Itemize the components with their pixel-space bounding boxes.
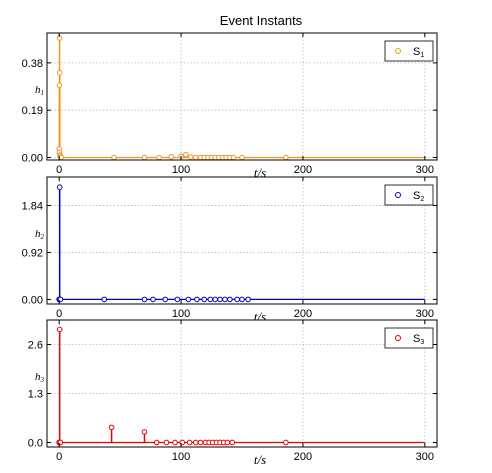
y-tick-label: 0.92	[22, 247, 43, 259]
data-point	[141, 154, 148, 161]
x-tick-label: 300	[416, 308, 434, 320]
y-axis-label: h3	[35, 371, 45, 384]
data-point	[207, 296, 214, 303]
data-point	[188, 154, 194, 160]
x-tick-label: 200	[294, 308, 312, 320]
legend: S1	[384, 40, 434, 62]
panel-1: 0 100 200 300 0.00 0.19 0.38 t/s h1 S1	[22, 32, 438, 180]
data-point	[229, 439, 236, 446]
plot-frame	[46, 176, 438, 305]
legend-marker	[395, 335, 401, 341]
legend-label: S2	[413, 190, 424, 203]
panel-3: 0 100 200 300 0.0 1.3 2.6 t/s h3 S3	[28, 319, 438, 467]
data-point	[224, 439, 231, 446]
x-axis-label: t/s	[254, 452, 266, 467]
x-tick-label: 100	[172, 164, 190, 176]
plot-area	[47, 177, 437, 304]
data-point	[111, 154, 117, 161]
data-point	[192, 439, 199, 446]
data-point	[172, 439, 178, 446]
x-tick-label: 0	[56, 164, 62, 176]
y-tick-label: 0.00	[22, 153, 43, 165]
data-point	[239, 154, 245, 161]
data-point	[227, 296, 233, 303]
legend-box	[384, 184, 434, 206]
data-point	[185, 296, 192, 303]
data-point	[141, 296, 148, 303]
legend-box	[384, 327, 434, 349]
x-tick-label: 100	[172, 451, 190, 463]
data-point	[217, 296, 223, 303]
x-tick-label: 300	[416, 164, 434, 176]
data-point	[150, 296, 156, 303]
data-point	[56, 184, 63, 191]
legend-marker	[395, 192, 401, 198]
legend: S3	[384, 327, 434, 349]
data-point	[245, 296, 251, 303]
data-point	[197, 439, 204, 446]
x-tick-label: 200	[294, 164, 312, 176]
data-point	[212, 296, 218, 303]
figure-title: Event Instants	[220, 13, 303, 28]
data-point	[153, 439, 160, 446]
data-point	[283, 154, 289, 161]
data-point	[168, 153, 175, 160]
x-tick-label: 200	[294, 451, 312, 463]
data-point	[192, 154, 199, 161]
plot-frame	[46, 32, 438, 161]
data-point	[183, 151, 189, 158]
legend-box	[384, 40, 434, 62]
data-point	[186, 439, 193, 446]
data-point	[194, 296, 200, 303]
data-point	[201, 296, 208, 303]
legend-label: S3	[413, 333, 424, 346]
data-point	[163, 439, 170, 446]
data-point	[162, 296, 169, 303]
data-point	[230, 154, 237, 161]
data-point	[174, 296, 181, 303]
y-tick-label: 1.84	[22, 201, 43, 213]
x-tick-label: 300	[416, 451, 434, 463]
data-point	[283, 439, 289, 446]
y-axis-label: h2	[35, 228, 45, 241]
y-tick-label: 2.6	[28, 339, 43, 351]
x-tick-label: 100	[172, 308, 190, 320]
plot-frame	[46, 319, 438, 448]
legend-marker	[395, 48, 401, 54]
data-point	[108, 424, 115, 431]
x-axis-label: t/s	[254, 165, 266, 180]
plot-area	[47, 33, 437, 160]
x-tick-label: 0	[56, 451, 62, 463]
legend-label: S1	[413, 46, 424, 59]
y-tick-label: 0.00	[22, 294, 43, 306]
data-point	[156, 154, 162, 161]
y-tick-label: 0.38	[22, 58, 43, 70]
y-axis-label: h1	[35, 84, 44, 97]
y-tick-label: 1.3	[28, 388, 43, 400]
data-point	[222, 296, 228, 303]
y-tick-label: 0.0	[28, 437, 43, 449]
data-point	[239, 296, 245, 303]
data-point	[101, 296, 108, 303]
data-point	[141, 429, 148, 435]
x-tick-label: 0	[56, 308, 62, 320]
data-point	[234, 296, 240, 303]
y-tick-label: 0.19	[22, 105, 43, 117]
data-point	[56, 82, 63, 89]
plot-area	[47, 320, 437, 447]
legend: S2	[384, 184, 434, 206]
data-point	[56, 70, 63, 76]
data-point	[56, 326, 63, 333]
